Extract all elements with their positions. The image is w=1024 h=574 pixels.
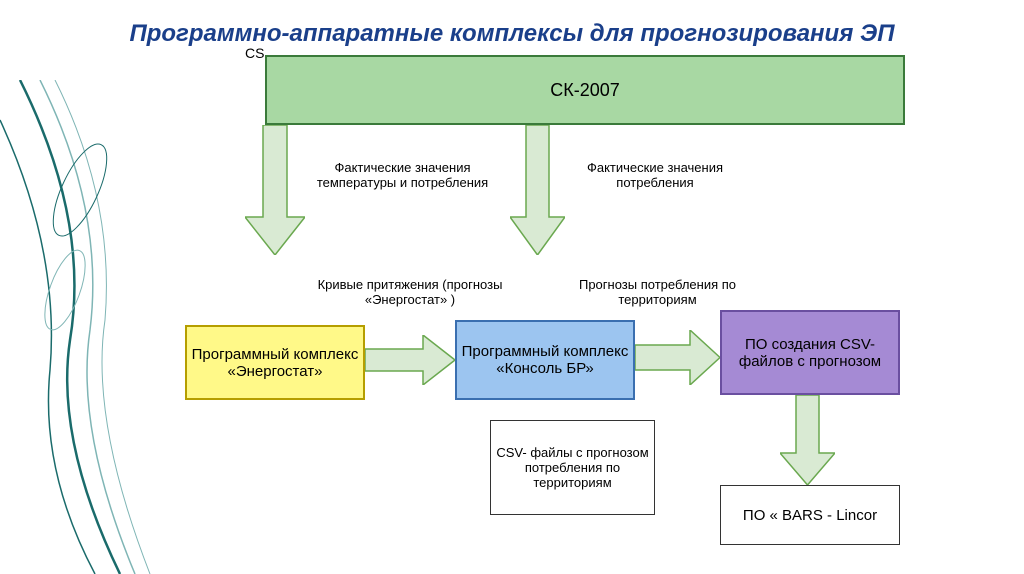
label-fact: Фактические значения потребления: [570, 160, 740, 190]
box-bars: ПО « BARS - Lincor: [720, 485, 900, 545]
box-energostat: Программный комплекс «Энергостат»: [185, 325, 365, 400]
slide-title: Программно-аппаратные комплексы для прог…: [0, 20, 1024, 48]
label-temp: Фактические значения температуры и потре…: [315, 160, 490, 190]
csv-small-label: CS: [245, 45, 264, 61]
box-csvfile: CSV- файлы с прогнозом потребления по те…: [490, 420, 655, 515]
box-csvout: ПО создания CSV-файлов с прогнозом: [720, 310, 900, 395]
box-consol: Программный комплекс «Консоль БР»: [455, 320, 635, 400]
box-sk2007: СК-2007: [265, 55, 905, 125]
arrow-down-3: [780, 395, 835, 485]
label-prognoz: Прогнозы потребления по территориям: [570, 277, 745, 307]
arrow-down-1: [245, 125, 305, 255]
label-curves: Кривые притяжения (прогнозы «Энергостат»…: [310, 277, 510, 307]
arrow-right-2: [635, 330, 720, 385]
arrow-right-1: [365, 335, 455, 385]
diagram-area: CS СК-2007 Фактические значения температ…: [175, 55, 955, 555]
slide-decoration: [0, 80, 170, 574]
arrow-down-2: [510, 125, 565, 255]
